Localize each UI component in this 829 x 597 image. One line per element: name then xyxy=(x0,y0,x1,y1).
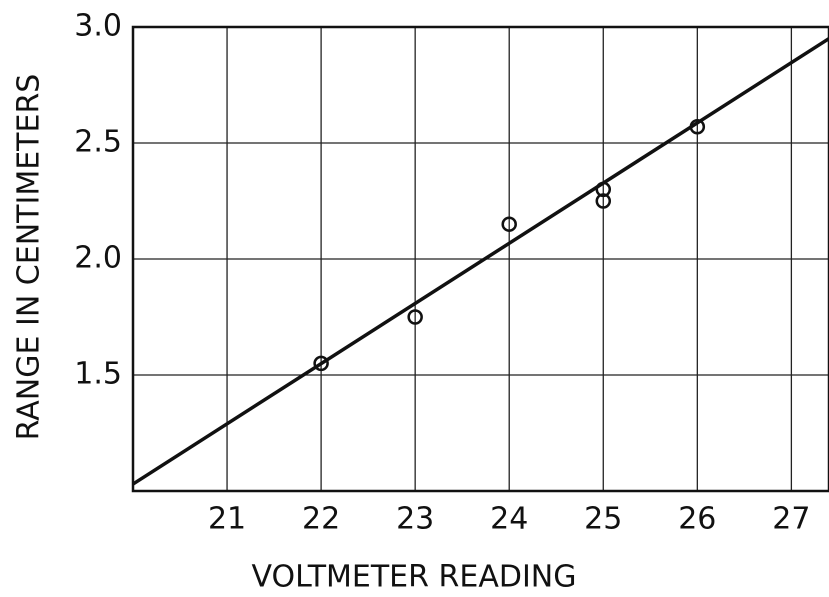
x-tick-label: 24 xyxy=(490,502,528,537)
x-tick-label: 23 xyxy=(396,502,434,537)
x-tick-label: 22 xyxy=(302,502,340,537)
y-tick-label: 2.0 xyxy=(74,241,122,276)
data-point xyxy=(313,355,329,372)
y-tick-label: 3.0 xyxy=(74,9,122,44)
data-point xyxy=(689,119,706,135)
x-tick-label: 25 xyxy=(584,502,622,537)
data-point xyxy=(501,216,517,232)
plot-frame xyxy=(131,25,829,493)
x-tick-label: 21 xyxy=(208,502,246,537)
data-point xyxy=(595,181,612,198)
y-axis-title: RANGE IN CENTIMETERS xyxy=(12,74,47,441)
data-point xyxy=(595,193,612,209)
fit-line xyxy=(132,37,829,486)
data-point xyxy=(407,309,423,325)
y-tick-label: 1.5 xyxy=(74,357,122,392)
x-tick-label: 27 xyxy=(772,502,810,537)
y-tick-label: 2.5 xyxy=(74,125,122,160)
x-axis-title: VOLTMETER READING xyxy=(252,560,577,595)
x-tick-label: 26 xyxy=(678,502,716,537)
